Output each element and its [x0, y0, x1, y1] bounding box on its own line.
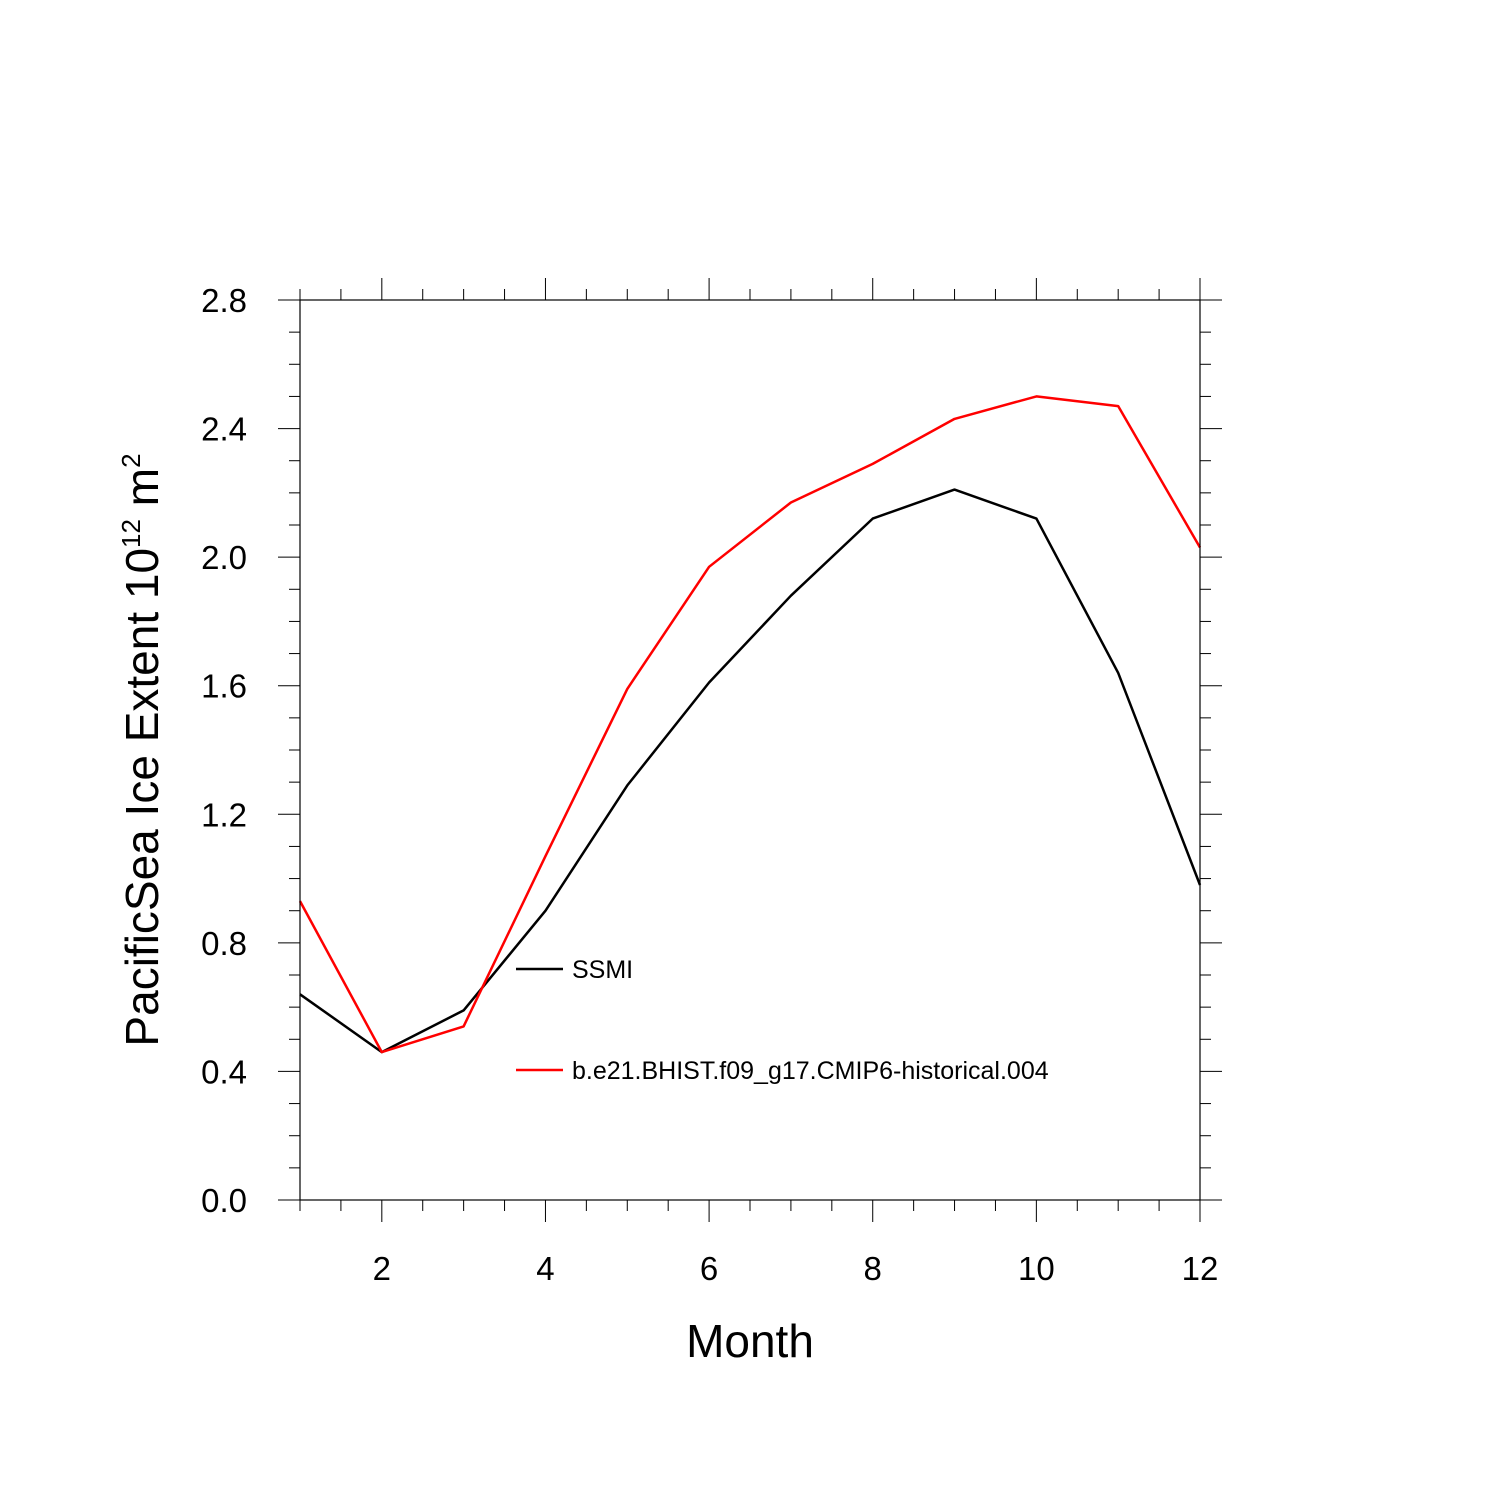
series-line-model — [298, 395, 1202, 1054]
y-axis-title-unit: m — [116, 468, 168, 519]
x-tick-label: 8 — [864, 1250, 882, 1287]
y-tick-label: 1.6 — [201, 668, 247, 705]
x-tick-label: 4 — [536, 1250, 554, 1287]
legend-label-model: b.e21.BHIST.f09_g17.CMIP6-historical.004 — [572, 1057, 1049, 1085]
y-tick-label: 1.2 — [201, 796, 247, 833]
x-tick-label: 2 — [373, 1250, 391, 1287]
legend: SSMI b.e21.BHIST.f09_g17.CMIP6-historica… — [516, 956, 1049, 1085]
y-axis-title-main: PacificSea Ice Extent 10 — [116, 548, 168, 1047]
x-axis-title: Month — [686, 1315, 814, 1367]
plot-frame — [299, 299, 1201, 1201]
axis-ticks — [278, 278, 1222, 1222]
series-line-ssmi — [299, 488, 1202, 1054]
y-tick-label: 0.8 — [201, 925, 247, 962]
y-tick-label: 2.4 — [201, 411, 247, 448]
x-tick-label: 6 — [700, 1250, 718, 1287]
y-axis-title-exponent: 12 — [116, 519, 146, 548]
x-tick-label: 10 — [1018, 1250, 1055, 1287]
y-axis-title-unit-exponent: 2 — [116, 453, 146, 467]
y-tick-label: 0.4 — [201, 1053, 247, 1090]
x-tick-label: 12 — [1182, 1250, 1219, 1287]
series-lines — [298, 395, 1202, 1054]
y-tick-label: 0.0 — [201, 1182, 247, 1219]
legend-label-ssmi: SSMI — [572, 956, 633, 984]
y-axis-title: PacificSea Ice Extent 1012 m2 — [116, 453, 168, 1046]
y-tick-label: 2.0 — [201, 539, 247, 576]
tick-labels: 2 4 6 8 10 12 0.0 0.4 0.8 1.2 1.6 2.0 2.4 2.8 — [201, 282, 1218, 1287]
y-tick-label: 2.8 — [201, 282, 247, 319]
